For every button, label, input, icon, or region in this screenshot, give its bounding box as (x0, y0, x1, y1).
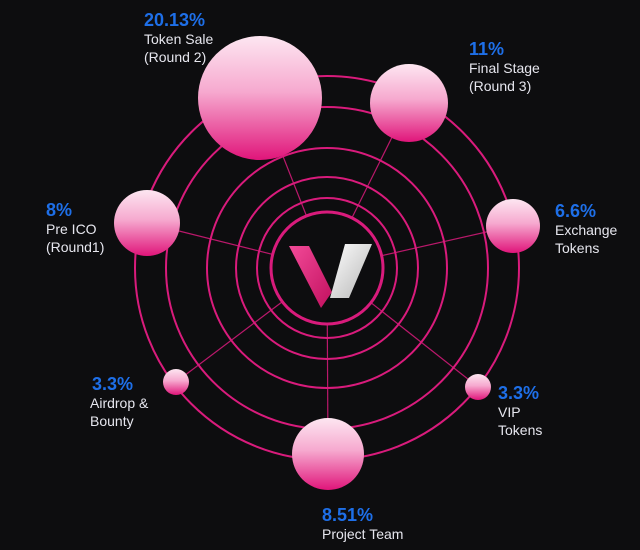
segment-percent: 20.13% (144, 10, 206, 30)
segment-percent: 8% (46, 200, 73, 220)
bubble-5 (292, 418, 364, 490)
bubble-7 (114, 190, 180, 256)
segment-label-pre-ico: 8% Pre ICO (Round1) (46, 200, 104, 256)
bubble-3 (486, 199, 540, 253)
segment-name: Final Stage (Round 3) (469, 60, 540, 94)
segment-name: Project Team (322, 526, 404, 542)
segment-label-project-team: 8.51% Project Team (322, 505, 403, 543)
spoke-6 (175, 301, 283, 383)
bubble-2 (370, 64, 448, 142)
logo-v-pink (289, 246, 332, 308)
ring-3 (206, 147, 448, 389)
segment-percent: 3.3% (498, 383, 540, 403)
segment-label-exchange-tokens: 6.6% Exchange Tokens (555, 201, 617, 257)
segment-label-final-stage: 11% Final Stage (Round 3) (469, 39, 540, 95)
segment-name: Airdrop & Bounty (90, 395, 149, 429)
segment-name: VIP Tokens (498, 404, 543, 438)
ring-2 (165, 106, 489, 430)
segment-label-vip-tokens: 3.3% VIP Tokens (498, 383, 542, 439)
bubbles (114, 36, 540, 490)
segment-percent: 6.6% (555, 201, 597, 221)
segment-percent: 11% (469, 39, 505, 59)
concentric-rings (134, 75, 520, 461)
bubble-1 (198, 36, 322, 160)
bubble-4 (465, 374, 491, 400)
segment-name: Pre ICO (Round1) (46, 221, 105, 255)
segment-name: Exchange Tokens (555, 222, 618, 256)
segment-name: Token Sale (Round 2) (144, 31, 214, 65)
ring-1 (134, 75, 520, 461)
bubble-6 (163, 369, 189, 395)
spokes (146, 97, 514, 455)
segment-label-airdrop-bounty: 3.3% Airdrop & Bounty (90, 374, 148, 430)
segment-percent: 3.3% (92, 374, 134, 394)
ring-center (269, 210, 385, 326)
ring-5 (256, 197, 398, 339)
spoke-4 (370, 302, 479, 388)
segment-percent: 8.51% (322, 505, 374, 525)
center-logo (289, 244, 372, 308)
segment-label-token-sale: 20.13% Token Sale (Round 2) (144, 10, 213, 66)
logo-v-gray (330, 244, 372, 298)
